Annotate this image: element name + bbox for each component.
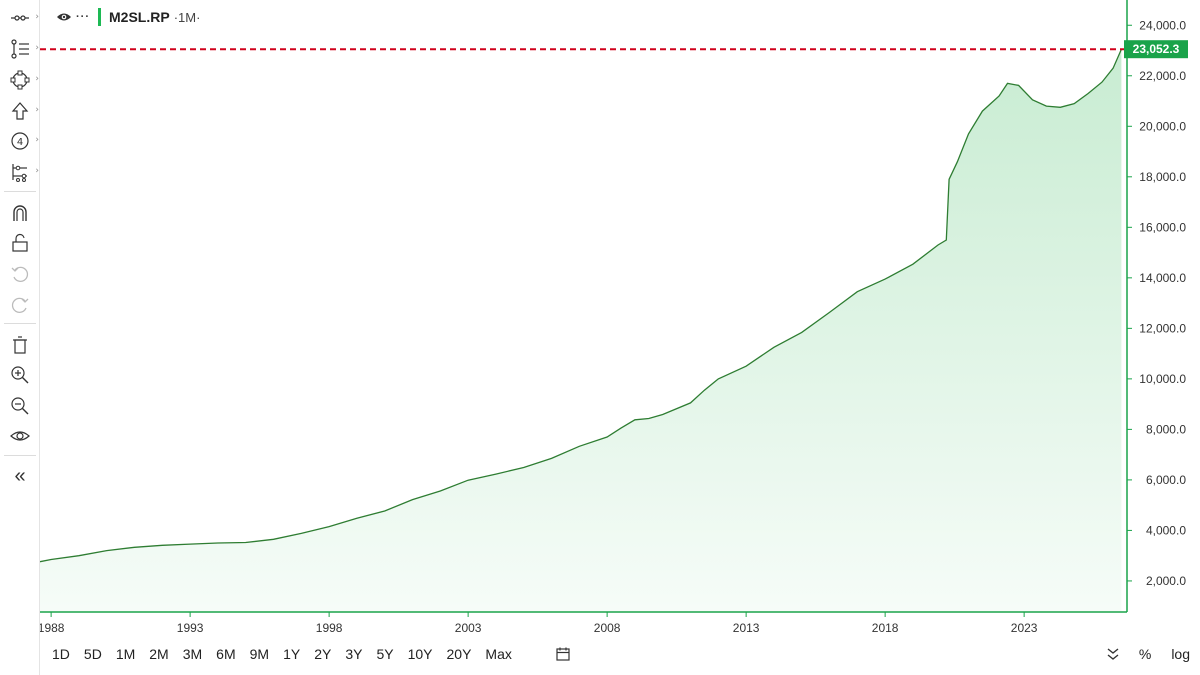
x-tick-label: 2023 [1011, 621, 1038, 635]
expand-arrow-icon: › [35, 12, 39, 22]
toolbar-divider [4, 323, 36, 324]
trash-icon [13, 336, 27, 354]
line-tool-icon [11, 15, 29, 21]
last-price-tag-background [1124, 40, 1188, 59]
timeframe-5d-button[interactable]: 5D [83, 646, 102, 662]
timeframe-3y-button[interactable]: 3Y [345, 646, 363, 662]
y-tick-label: 24,000.0 [1139, 18, 1186, 32]
x-tick-label: 2018 [872, 621, 899, 635]
timeframe-10y-button[interactable]: 10Y [407, 646, 433, 662]
y-tick-label: 22,000.0 [1139, 69, 1186, 83]
visibility-button[interactable] [0, 422, 40, 450]
zoom-out-button[interactable] [0, 392, 40, 420]
timeframe-1y-button[interactable]: 1Y [283, 646, 301, 662]
expand-arrow-icon: › [35, 74, 39, 84]
magnet-icon [13, 205, 27, 221]
x-tick-label: 2013 [733, 621, 760, 635]
x-tick-label: 2003 [455, 621, 482, 635]
timeframe-bar: 1D 5D 1M 2M 3M 6M 9M 1Y 2Y 3Y 5Y 10Y 20Y Max [52, 642, 526, 666]
expand-arrow-icon: › [35, 43, 39, 53]
delete-button[interactable] [0, 331, 40, 359]
y-tick-label: 8,000.0 [1146, 422, 1186, 436]
unlock-icon [12, 233, 28, 252]
drawing-toolbar: › › › › 4 › › « [0, 0, 40, 675]
series-area-fill [40, 49, 1122, 612]
timeframe-2y-button[interactable]: 2Y [314, 646, 332, 662]
x-tick-label: 1988 [38, 621, 65, 635]
expand-arrow-icon: › [35, 166, 39, 176]
timeframe-3m-button[interactable]: 3M [182, 646, 203, 662]
measure-icon [12, 164, 27, 182]
scale-options: % log [1107, 642, 1190, 666]
expand-arrow-icon: › [35, 105, 39, 115]
y-tick-label: 2,000.0 [1146, 574, 1186, 588]
collapse-toolbar-button[interactable]: « [0, 462, 40, 490]
y-tick-label: 18,000.0 [1139, 170, 1186, 184]
zoom-in-icon [11, 366, 29, 384]
eye-icon [10, 431, 30, 441]
fib-levels-icon [11, 39, 29, 59]
timeframe-9m-button[interactable]: 9M [249, 646, 270, 662]
interval-label: ·1M· [173, 9, 201, 25]
timeframe-max-button[interactable]: Max [485, 646, 512, 662]
undo-button[interactable] [0, 260, 40, 288]
arrow-up-icon [11, 102, 29, 120]
timeframe-5y-button[interactable]: 5Y [376, 646, 394, 662]
last-price-tag: 23,052.3 [1124, 40, 1188, 59]
timeframe-6m-button[interactable]: 6M [216, 646, 236, 662]
y-tick-label: 16,000.0 [1139, 220, 1186, 234]
eye-icon[interactable] [56, 11, 72, 23]
zoom-out-icon [11, 397, 29, 415]
lock-tool[interactable] [0, 229, 40, 257]
measure-tool[interactable]: › [0, 158, 40, 186]
series-line [39, 48, 1122, 563]
y-tick-label: 6,000.0 [1146, 473, 1186, 487]
shape-tool[interactable]: › [0, 66, 40, 94]
y-tick-label: 4,000.0 [1146, 523, 1186, 537]
fib-tool[interactable]: › [0, 35, 40, 63]
zoom-in-button[interactable] [0, 361, 40, 389]
chart-legend: ··· M2SL.RP ·1M· [56, 6, 200, 28]
timeframe-2m-button[interactable]: 2M [149, 646, 169, 662]
percent-scale-button[interactable]: % [1138, 646, 1152, 662]
toolbar-divider [4, 191, 36, 192]
y-tick-label: 20,000.0 [1139, 119, 1186, 133]
symbol-label: M2SL.RP [109, 9, 170, 25]
series-color-swatch [98, 8, 101, 26]
redo-icon [11, 297, 29, 313]
x-tick-label: 1998 [316, 621, 343, 635]
magnet-tool[interactable] [0, 199, 40, 227]
expand-arrow-icon: › [35, 135, 39, 145]
timeframe-1m-button[interactable]: 1M [115, 646, 136, 662]
shape-icon [10, 70, 30, 90]
calendar-icon[interactable] [555, 646, 571, 662]
x-tick-label: 2008 [594, 621, 621, 635]
counter-tool[interactable]: 4 › [0, 127, 40, 155]
legend-menu-dots[interactable]: ··· [76, 11, 90, 23]
last-price-value: 23,052.3 [1133, 42, 1180, 56]
timeframe-20y-button[interactable]: 20Y [446, 646, 472, 662]
trend-line-tool[interactable]: › [0, 4, 40, 32]
toolbar-divider [4, 455, 36, 456]
number-badge-icon: 4 [11, 132, 29, 150]
y-tick-label: 12,000.0 [1139, 321, 1186, 335]
log-scale-button[interactable]: log [1171, 646, 1190, 662]
y-tick-label: 10,000.0 [1139, 372, 1186, 386]
y-tick-label: 14,000.0 [1139, 271, 1186, 285]
undo-icon [11, 266, 29, 282]
double-chevron-down-icon[interactable] [1107, 647, 1119, 661]
arrow-tool[interactable]: › [0, 97, 40, 125]
timeframe-1d-button[interactable]: 1D [52, 646, 70, 662]
redo-button[interactable] [0, 291, 40, 319]
x-tick-label: 1993 [177, 621, 204, 635]
svg-text:4: 4 [17, 137, 23, 148]
double-chevron-left-icon: « [14, 464, 26, 487]
